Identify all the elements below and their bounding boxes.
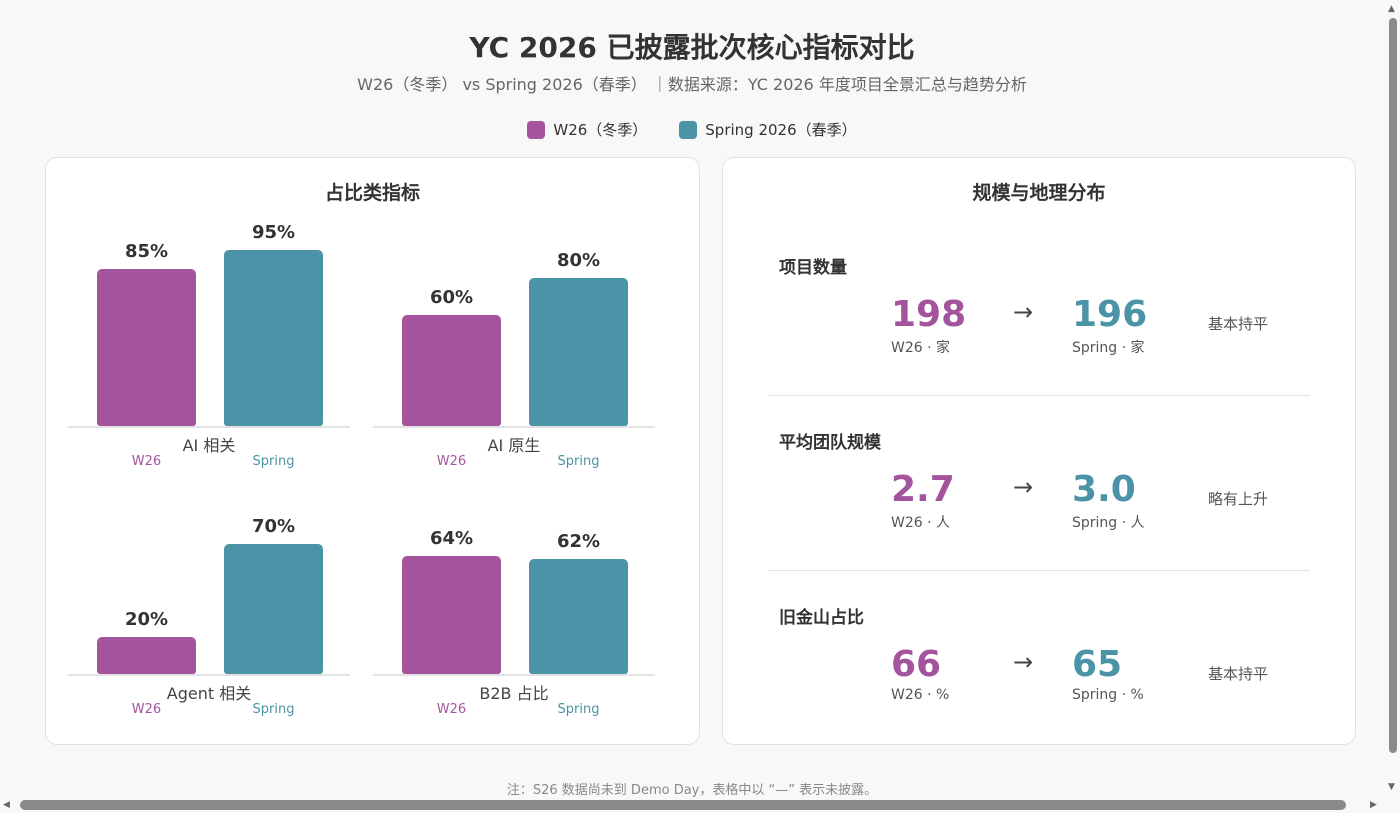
chart-baseline	[68, 674, 350, 676]
chart-baseline	[373, 674, 655, 676]
data-label-spring: 80%	[556, 250, 601, 271]
metric-value-spring: 3.0	[1072, 469, 1136, 510]
bar-spring	[529, 278, 628, 426]
page-subtitle: W26（冬季） vs Spring 2026（春季） ｜数据来源：YC 2026…	[357, 75, 1027, 94]
trend-text: 基本持平	[1208, 665, 1269, 683]
series-label-w26: W26	[436, 454, 467, 469]
metric-label: 旧金山占比	[779, 608, 864, 628]
vertical-scroll-thumb[interactable]	[1389, 18, 1397, 753]
ratio-panel-title: 占比类指标	[324, 182, 420, 204]
metric-label: 平均团队规模	[779, 433, 881, 453]
bar-w26	[402, 315, 501, 426]
ratio-metrics-panel: 占比类指标 85% W26 95% Spring AI 相关 60% W26 80% Sprin…	[45, 157, 700, 745]
bar-w26	[97, 269, 196, 426]
horizontal-scrollbar[interactable]: ◀ ▶	[0, 797, 1386, 813]
data-label-w26: 20%	[124, 609, 169, 630]
legend-swatch-spring	[679, 120, 698, 139]
scale-panel-title: 规模与地理分布	[972, 182, 1106, 204]
category-label: AI 相关	[182, 436, 236, 455]
metric-value-w26: 198	[891, 294, 967, 335]
metric-sub-spring: Spring · 家	[1072, 340, 1145, 356]
trend-text: 略有上升	[1208, 490, 1269, 508]
scale-geo-panel: 规模与地理分布 项目数量 198 W26 · 家 → 196 Spring · 家基本持平…	[722, 157, 1356, 745]
series-label-w26: W26	[436, 702, 467, 717]
horizontal-scroll-thumb[interactable]	[20, 800, 1346, 810]
scroll-up-icon[interactable]: ▲	[1388, 4, 1395, 14]
scroll-down-icon[interactable]: ▼	[1388, 782, 1395, 792]
arrow-right-icon: →	[1013, 298, 1034, 326]
chart-baseline	[68, 426, 350, 428]
bar-spring	[224, 250, 323, 426]
legend-swatch-w26	[527, 120, 546, 139]
arrow-right-icon: →	[1013, 648, 1034, 676]
series-label-spring: Spring	[252, 454, 295, 469]
series-label-spring: Spring	[557, 454, 600, 469]
metric-value-w26: 66	[891, 644, 942, 685]
series-label-spring: Spring	[557, 702, 600, 717]
trend-text: 基本持平	[1208, 315, 1269, 333]
footnote: 注：S26 数据尚未到 Demo Day，表格中以 “—” 表示未披露。	[506, 783, 878, 798]
chart-baseline	[373, 426, 655, 428]
series-label-w26: W26	[131, 702, 162, 717]
arrow-right-icon: →	[1013, 473, 1034, 501]
row-divider	[768, 395, 1310, 396]
metric-value-w26: 2.7	[891, 469, 955, 510]
metric-sub-w26: W26 · 人	[891, 515, 951, 531]
category-label: AI 原生	[487, 436, 541, 455]
legend-item-spring: Spring 2026（春季）	[679, 119, 857, 140]
metric-sub-w26: W26 · 家	[891, 340, 951, 356]
metric-value-spring: 65	[1072, 644, 1123, 685]
metric-label: 项目数量	[779, 258, 847, 278]
page-title: YC 2026 已披露批次核心指标对比	[469, 31, 915, 64]
bar-w26	[402, 556, 501, 674]
data-label-w26: 85%	[124, 241, 169, 262]
category-label: Agent 相关	[166, 684, 252, 703]
metric-sub-w26: W26 · %	[891, 687, 950, 703]
row-divider	[768, 570, 1310, 571]
category-label: B2B 占比	[479, 684, 549, 703]
bar-spring	[224, 544, 323, 674]
vertical-scrollbar[interactable]: ▲ ▼	[1386, 0, 1398, 797]
bar-w26	[97, 637, 196, 674]
data-label-w26: 64%	[429, 528, 474, 549]
legend-item-w26: W26（冬季）	[527, 119, 647, 140]
legend-label-spring: Spring 2026（春季）	[705, 121, 857, 139]
metric-value-spring: 196	[1072, 294, 1148, 335]
data-label-spring: 70%	[251, 516, 296, 537]
data-label-spring: 95%	[251, 222, 296, 243]
legend-label-w26: W26（冬季）	[553, 121, 648, 139]
metric-sub-spring: Spring · 人	[1072, 515, 1145, 531]
legend: W26（冬季） Spring 2026（春季）	[0, 119, 1384, 140]
data-label-w26: 60%	[429, 287, 474, 308]
data-label-spring: 62%	[556, 531, 601, 552]
metric-sub-spring: Spring · %	[1072, 687, 1144, 703]
bar-spring	[529, 559, 628, 674]
scroll-left-icon[interactable]: ◀	[3, 800, 10, 810]
series-label-spring: Spring	[252, 702, 295, 717]
scroll-right-icon[interactable]: ▶	[1370, 800, 1377, 810]
series-label-w26: W26	[131, 454, 162, 469]
